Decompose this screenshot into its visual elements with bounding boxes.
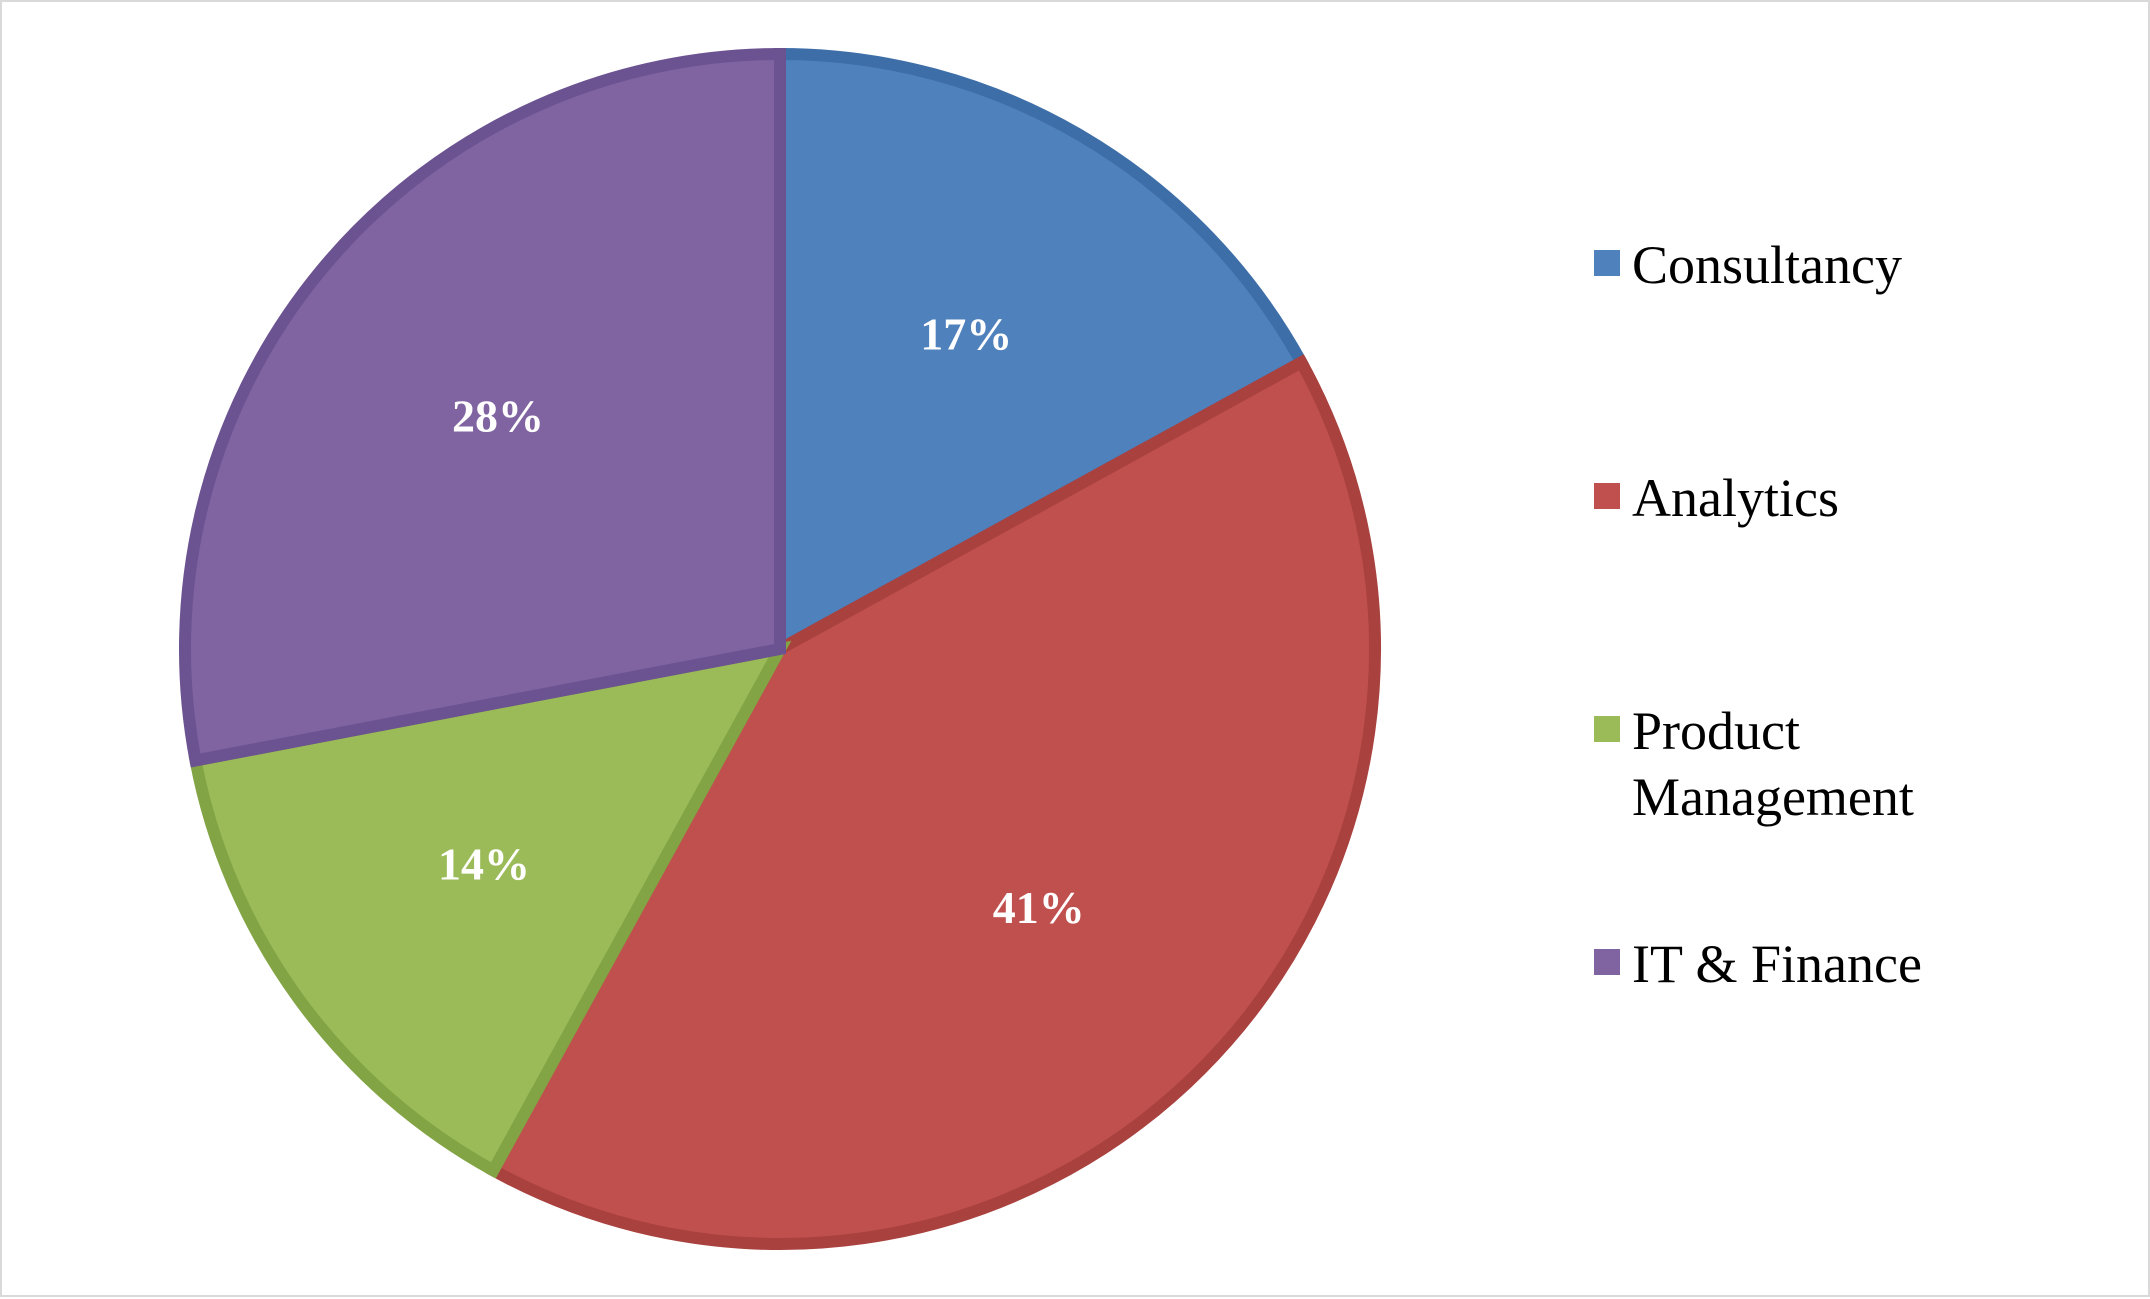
data-label-it-finance: 28% (452, 390, 544, 441)
legend-item-analytics: Analytics (1594, 465, 2072, 531)
pie-slice-consultancy (774, 47, 1310, 660)
legend-item-product-management: Product Management (1594, 698, 2072, 830)
pie-slice-analytics (485, 354, 1381, 1250)
pie-slice-it-finance (179, 47, 786, 768)
pie-data-labels: 17% 41% 14% 28% (438, 309, 1085, 934)
legend-item-consultancy: Consultancy (1594, 232, 2072, 298)
legend-swatch-consultancy (1594, 250, 1620, 276)
legend-label-product-management: Product Management (1632, 701, 1914, 827)
data-label-product-management: 14% (438, 839, 530, 890)
data-label-consultancy: 17% (920, 309, 1012, 360)
legend-swatch-it-finance (1594, 949, 1620, 975)
legend-item-it-finance: IT & Finance (1594, 931, 2072, 997)
pie-slices (179, 47, 1381, 1250)
data-label-analytics: 41% (993, 882, 1085, 933)
legend-swatch-product-management (1594, 716, 1620, 742)
legend-label-analytics: Analytics (1632, 468, 1839, 528)
legend-label-consultancy: Consultancy (1632, 235, 1902, 295)
legend-swatch-analytics (1594, 483, 1620, 509)
legend-label-it-finance: IT & Finance (1632, 934, 1922, 994)
pie-slice-product-management (188, 640, 792, 1179)
